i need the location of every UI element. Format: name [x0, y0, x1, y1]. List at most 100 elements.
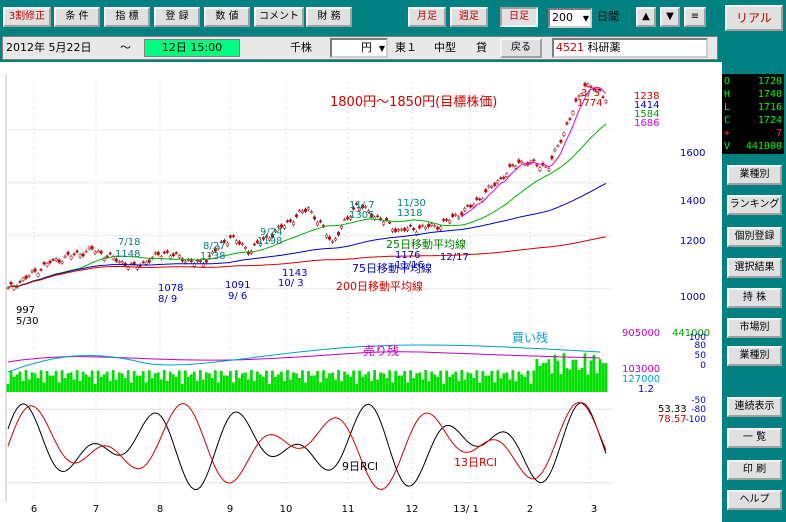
realtime-button[interactable]: リアル — [725, 5, 783, 31]
count-select[interactable]: 200 ▼ — [548, 8, 592, 28]
candle-body — [319, 220, 322, 223]
candle-body — [538, 167, 542, 171]
volume-bar — [66, 373, 70, 392]
sidebar-button-2[interactable]: 個別登録 — [727, 227, 782, 247]
volume-bar — [322, 370, 325, 392]
buy-balance-label: 買い残 — [512, 331, 548, 345]
volume-bar — [601, 363, 605, 392]
sidebar-button-5[interactable]: 市場別 — [727, 318, 782, 338]
volume-bar — [87, 376, 91, 392]
stock-code-field[interactable]: 4521 科研薬 — [552, 38, 708, 58]
candle-body — [532, 159, 536, 162]
sidebar-button-3[interactable]: 選択結果 — [727, 258, 782, 278]
candle-body — [39, 269, 43, 271]
sidebar-button-7[interactable]: 連続表示 — [727, 397, 782, 417]
sidebar-button-10[interactable]: ヘルプ — [727, 490, 782, 510]
volume-bar — [409, 370, 413, 392]
volume-bar — [72, 379, 76, 392]
menu-button[interactable]: ≡ — [684, 7, 706, 27]
candle-body — [60, 261, 64, 264]
candle-body — [240, 243, 244, 246]
volume-bar — [123, 378, 127, 392]
sidebar-button-8[interactable]: 一 覧 — [727, 428, 782, 448]
rci-ytick: 80 — [695, 341, 707, 351]
price-last-value: 1414 — [634, 100, 659, 111]
price-annotation: 9/24 — [260, 227, 282, 238]
currency-select[interactable]: 円 ▼ — [330, 38, 388, 58]
candle-body — [210, 251, 214, 254]
candle-body — [493, 182, 497, 186]
volume-bar — [562, 353, 566, 392]
toolbar-button-6[interactable]: 財 務 — [306, 7, 352, 27]
candle-body — [430, 223, 434, 226]
scroll-up-button[interactable]: ▲ — [636, 7, 656, 27]
candle-body — [490, 186, 494, 188]
volume-bar — [460, 370, 464, 392]
scroll-down-button[interactable]: ▼ — [660, 7, 680, 27]
volume-bar — [427, 381, 431, 392]
volume-bar — [177, 370, 181, 392]
volume-bar — [466, 372, 470, 392]
toolbar-button-3[interactable]: 登 録 — [154, 7, 200, 27]
monthly-button[interactable]: 月足 — [408, 7, 446, 27]
toolbar-button-4[interactable]: 数 値 — [204, 7, 250, 27]
date-cursor-text: 12日 15:00 — [161, 41, 223, 54]
volume-bar — [469, 373, 473, 392]
sidebar-button-0[interactable]: 業種別 — [727, 165, 782, 185]
sidebar-button-4[interactable]: 持 株 — [727, 288, 782, 308]
back-button[interactable]: 戻る — [500, 38, 542, 58]
candle-body — [18, 281, 22, 283]
candle-body — [45, 263, 49, 267]
volume-bar — [156, 372, 160, 392]
buy-balance-line — [7, 344, 601, 373]
volume-bar — [289, 379, 292, 392]
volume-bar — [481, 370, 485, 392]
volume-bar — [138, 375, 142, 392]
candle-body — [298, 210, 301, 212]
weekly-button[interactable]: 週足 — [450, 7, 488, 27]
volume-bar — [391, 382, 395, 392]
candle-body — [6, 287, 10, 290]
volume-bar — [63, 378, 67, 392]
ohlc-value-v: 441000 — [745, 141, 782, 152]
volume-bar — [328, 373, 331, 392]
candle-body — [466, 205, 470, 207]
volume-bar — [370, 380, 374, 392]
toolbar-button-5[interactable]: コメント — [254, 7, 304, 27]
volume-bar — [250, 370, 253, 392]
volume-bar — [568, 369, 572, 392]
rci-ytick: -50 — [691, 396, 706, 406]
toolbar-button-2[interactable]: 指 標 — [104, 7, 150, 27]
volume-bar — [439, 370, 443, 392]
candle-body — [42, 262, 46, 265]
volume-bar — [430, 371, 434, 392]
volume-bar — [12, 376, 16, 392]
price-annotation: 1176 — [395, 250, 420, 261]
sidebar-button-9[interactable]: 印 刷 — [727, 460, 782, 480]
volume-bar — [135, 375, 139, 392]
volume-ratio: 1.2 — [638, 384, 654, 395]
volume-bar — [183, 370, 187, 392]
candle-body — [439, 226, 443, 230]
volume-bar — [508, 379, 512, 392]
candle-body — [301, 210, 304, 214]
volume-bar — [436, 376, 440, 392]
sidebar-button-1[interactable]: ランキング — [727, 195, 782, 215]
candle-body — [565, 122, 569, 125]
volume-bar — [256, 371, 259, 392]
daily-button[interactable]: 日足 — [500, 7, 538, 27]
toolbar-button-0[interactable]: 3割修正 — [3, 7, 51, 27]
volume-bar — [222, 375, 226, 392]
volume-bar — [577, 369, 581, 392]
candle-body — [454, 214, 458, 216]
x-month-label: 11 — [342, 504, 355, 515]
sidebar-button-6[interactable]: 業種別 — [727, 346, 782, 366]
candle-body — [114, 258, 118, 262]
volume-bar — [523, 376, 527, 392]
price-annotation: 1305 — [349, 210, 374, 221]
volume-bar — [280, 371, 283, 392]
volume-bar — [544, 362, 548, 392]
toolbar-button-1[interactable]: 条 件 — [54, 7, 100, 27]
volume-bar — [424, 370, 428, 392]
